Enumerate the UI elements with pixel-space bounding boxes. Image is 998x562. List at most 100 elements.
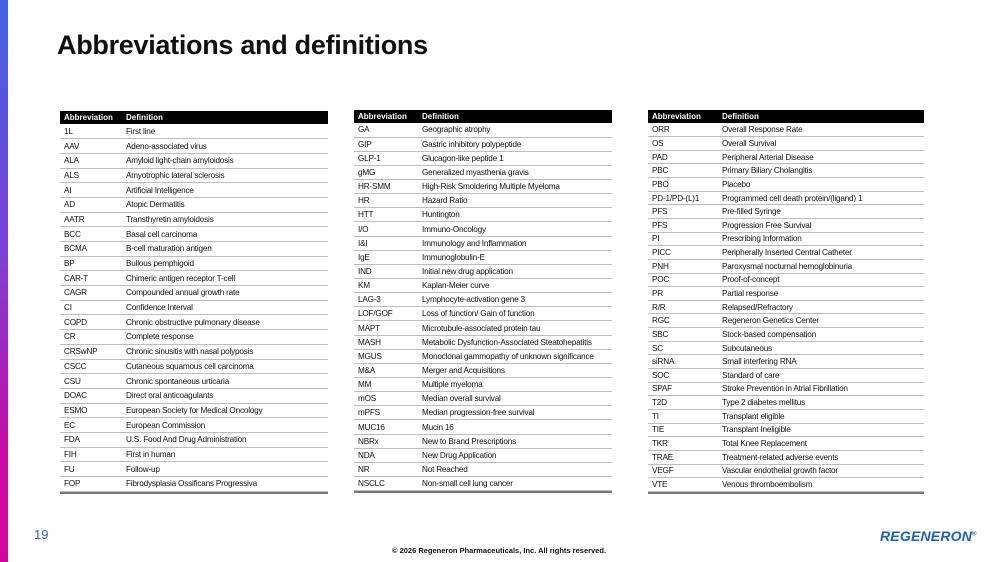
definition-cell: Compounded annual growth rate xyxy=(122,285,328,301)
definition-cell: Median overall survival xyxy=(418,391,612,407)
table-row: PD-1/PD-(L)1 Programmed cell death protei… xyxy=(648,191,924,206)
table-row: PICC Peripherally Inserted Central Cathet… xyxy=(648,245,924,260)
header-abbreviation: Abbreviation xyxy=(648,110,718,123)
table-row: DOAC Direct oral anticoagulants xyxy=(60,388,328,404)
abbreviation-cell: IgE xyxy=(354,250,418,265)
table-row: GA Geographic atrophy xyxy=(354,123,612,138)
definition-cell: Generalized myasthenia gravis xyxy=(418,165,612,181)
definition-cell: Fibrodysplasia Ossificans Progressiva xyxy=(122,476,328,492)
abbreviation-cell: COPD xyxy=(60,314,122,331)
table-row: PFS Pre-filled Syringe xyxy=(648,204,924,219)
table-row: NR Not Reached xyxy=(354,462,612,478)
accent-gradient-bar xyxy=(0,0,8,562)
abbreviation-cell: MGUS xyxy=(354,349,418,364)
table-row: gMG Generalized myasthenia gravis xyxy=(354,165,612,181)
definition-cell: Loss of function/ Gain of function xyxy=(418,306,612,322)
definition-cell: Type 2 diabetes mellitus xyxy=(718,395,924,410)
abbreviation-cell: EC xyxy=(60,417,122,433)
abbreviation-cell: AI xyxy=(60,182,122,198)
definition-cell: Relapsed/Refractory xyxy=(718,300,924,315)
definition-cell: Initial new drug application xyxy=(418,264,612,280)
abbreviation-cell: BCMA xyxy=(60,241,122,257)
abbreviation-cell: PFS xyxy=(648,218,718,233)
definition-cell: Stroke Prevention in Atrial Fibrillation xyxy=(718,382,924,397)
abbreviation-cell: TRAE xyxy=(648,450,718,465)
definition-cell: Treatment-related adverse events xyxy=(718,450,924,465)
abbreviation-cell: PD-1/PD-(L)1 xyxy=(648,191,718,206)
abbreviation-cell: AAV xyxy=(60,138,122,154)
definition-cell: Overall Survival xyxy=(718,136,924,151)
table-row: AD Atopic Dermatitis xyxy=(60,197,328,213)
table-row: FDA U.S. Food And Drug Administration xyxy=(60,432,328,448)
abbreviation-cell: IND xyxy=(354,264,418,280)
table-row: CAGR Compounded annual growth rate xyxy=(60,285,328,301)
table-row: PNH Paroxysmal nocturnal hemoglobinuria xyxy=(648,259,924,274)
definition-cell: Transplant eligible xyxy=(718,409,924,424)
definition-cell: Immuno-Oncology xyxy=(418,221,612,237)
definition-cell: Progression Free Survival xyxy=(718,218,924,233)
definition-cell: Atopic Dermatitis xyxy=(122,197,328,213)
table-row: MM Multiple myeloma xyxy=(354,377,612,393)
table-row: CSU Chronic spontaneous urticaria xyxy=(60,373,328,389)
abbreviation-cell: PBC xyxy=(648,163,718,179)
abbreviation-cell: FDA xyxy=(60,432,122,448)
definition-cell: Not Reached xyxy=(418,462,612,478)
table-row: mPFS Median progression-free survival xyxy=(354,405,612,421)
definition-cell: Bullous pemphigoid xyxy=(122,256,328,272)
table-row: ALA Amyloid light-chain amyloidosis xyxy=(60,153,328,169)
table-row: TI Transplant eligible xyxy=(648,409,924,424)
abbreviation-cell: PBO xyxy=(648,177,718,192)
table-row: NBRx New to Brand Prescriptions xyxy=(354,434,612,449)
table-row: CI Confidence Interval xyxy=(60,300,328,316)
table-row: I&I Immunology and Inflammation xyxy=(354,236,612,251)
copyright-footer: © 2026 Regeneron Pharmaceuticals, Inc. A… xyxy=(391,546,607,555)
definition-cell: Pre-filled Syringe xyxy=(718,204,924,219)
header-definition: Definition xyxy=(718,110,924,123)
table-header-row: Abbreviation Definition xyxy=(648,110,924,123)
abbreviation-cell: HR xyxy=(354,193,418,209)
table-row: NSCLC Non-small cell lung cancer xyxy=(354,476,612,492)
table-row: POC Proof-of-concept xyxy=(648,273,924,288)
abbreviation-cell: SOC xyxy=(648,368,718,383)
definition-cell: Huntington xyxy=(418,207,612,223)
abbreviation-cell: 1L xyxy=(60,124,122,140)
definition-cell: Microtubule-associated protein tau xyxy=(418,320,612,336)
abbreviation-cell: AD xyxy=(60,197,122,213)
definition-cell: Multiple myeloma xyxy=(418,377,612,393)
definition-cell: Basal cell carcinoma xyxy=(122,226,328,242)
abbreviation-cell: I&I xyxy=(354,236,418,251)
abbreviation-cell: CRSwNP xyxy=(60,344,122,360)
table-row: SC Subcutaneous xyxy=(648,341,924,356)
definition-cell: Follow-up xyxy=(122,461,328,477)
abbreviation-cell: HR-SMM xyxy=(354,179,418,195)
header-definition: Definition xyxy=(122,111,328,124)
abbreviation-cell: mOS xyxy=(354,391,418,407)
abbreviation-cell: mPFS xyxy=(354,405,418,421)
table-row: MAPT Microtubule-associated protein tau xyxy=(354,320,612,336)
abbreviation-cell: M&A xyxy=(354,363,418,379)
abbreviation-cell: NBRx xyxy=(354,434,418,449)
header-definition: Definition xyxy=(418,110,612,123)
table-row: AAV Adeno-associated virus xyxy=(60,138,328,154)
abbreviation-cell: MASH xyxy=(354,335,418,350)
abbreviation-cell: NSCLC xyxy=(354,476,418,492)
abbreviation-cell: PR xyxy=(648,286,718,301)
definition-cell: Amyotrophic lateral sclerosis xyxy=(122,168,328,184)
table-row: HR Hazard Ratio xyxy=(354,193,612,209)
table-row: R/R Relapsed/Refractory xyxy=(648,300,924,315)
definition-cell: Geographic atrophy xyxy=(418,123,612,138)
table-row: MUC16 Mucin 16 xyxy=(354,419,612,435)
abbreviation-cell: TIE xyxy=(648,423,718,438)
table-row: FOP Fibrodysplasia Ossificans Progressiva xyxy=(60,476,328,492)
abbreviation-cell: ALS xyxy=(60,168,122,184)
definition-cell: Placebo xyxy=(718,177,924,192)
definition-cell: Glucagon-like peptide 1 xyxy=(418,151,612,166)
abbreviation-cell: FOP xyxy=(60,476,122,492)
table-row: TIE Transplant Ineligible xyxy=(648,423,924,438)
definition-cell: Stock-based compensation xyxy=(718,327,924,342)
abbreviation-cell: MUC16 xyxy=(354,419,418,435)
abbreviation-cell: R/R xyxy=(648,300,718,315)
abbreviation-cell: siRNA xyxy=(648,354,718,370)
definition-cell: New Drug Application xyxy=(418,448,612,463)
definition-cell: Subcutaneous xyxy=(718,341,924,356)
